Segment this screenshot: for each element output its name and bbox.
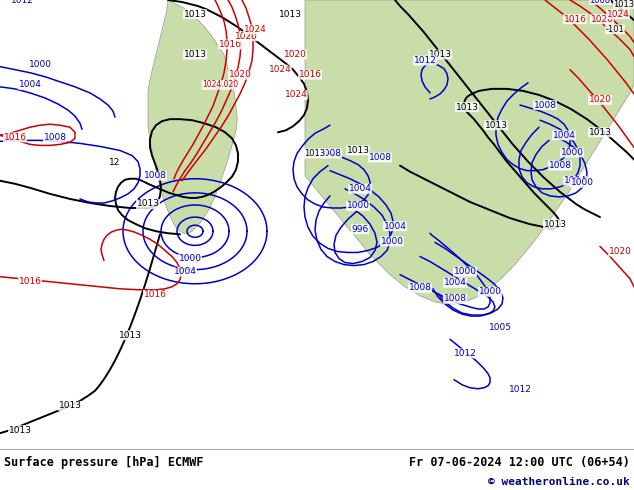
Text: 1013: 1013: [8, 426, 32, 435]
Text: 1016: 1016: [299, 70, 321, 79]
Text: 1013: 1013: [484, 121, 507, 130]
Text: 1000: 1000: [179, 254, 202, 263]
Text: 1016: 1016: [18, 277, 41, 286]
Text: 1004: 1004: [564, 176, 586, 185]
Text: 1013: 1013: [119, 331, 141, 340]
Text: 1000: 1000: [453, 267, 477, 276]
Text: 1020: 1020: [609, 247, 631, 256]
Text: 1008: 1008: [548, 161, 571, 170]
Text: 1004: 1004: [174, 267, 197, 276]
Text: 12: 12: [109, 158, 120, 167]
Text: 1024: 1024: [285, 91, 307, 99]
Text: 1008: 1008: [44, 133, 67, 142]
Text: 1012: 1012: [11, 0, 34, 4]
Text: 1020: 1020: [588, 96, 611, 104]
Text: 1008: 1008: [408, 283, 432, 293]
Text: 1000: 1000: [571, 178, 593, 187]
Polygon shape: [305, 0, 634, 304]
Text: 1008: 1008: [590, 0, 611, 4]
Text: 1013: 1013: [614, 0, 634, 8]
Text: 1013: 1013: [278, 10, 302, 19]
Text: -101: -101: [605, 25, 624, 34]
Text: 1013: 1013: [183, 10, 207, 19]
Text: Surface pressure [hPa] ECMWF: Surface pressure [hPa] ECMWF: [4, 456, 204, 469]
Text: 1013: 1013: [58, 401, 82, 411]
Text: 1008: 1008: [533, 100, 557, 110]
Text: 1013: 1013: [429, 50, 451, 59]
Text: 1012: 1012: [453, 349, 476, 358]
Text: 1013: 1013: [347, 146, 370, 155]
Text: 1012: 1012: [508, 385, 531, 394]
Text: 1012: 1012: [413, 56, 436, 65]
Text: 1020: 1020: [590, 15, 614, 24]
Text: 1024: 1024: [243, 25, 266, 34]
Polygon shape: [148, 0, 237, 233]
Text: 1016: 1016: [4, 133, 27, 142]
Text: 1024: 1024: [269, 65, 292, 74]
Text: 996: 996: [351, 225, 368, 234]
Text: 1008: 1008: [368, 153, 392, 162]
Text: 1008: 1008: [143, 171, 167, 180]
Text: 1008: 1008: [318, 149, 342, 158]
Text: 1024: 1024: [607, 10, 630, 19]
Text: 1013: 1013: [136, 199, 160, 208]
Text: 1013: 1013: [455, 102, 479, 112]
Text: 1020: 1020: [283, 50, 306, 59]
Text: 1020: 1020: [235, 32, 257, 41]
Text: 1013: 1013: [304, 149, 326, 158]
Text: 1000: 1000: [479, 287, 501, 296]
Text: 1020: 1020: [229, 70, 252, 79]
Text: 1004: 1004: [553, 131, 576, 140]
Text: 1013: 1013: [588, 128, 612, 137]
Text: 1013: 1013: [183, 50, 207, 59]
Text: 1000: 1000: [347, 201, 370, 211]
Text: 1016: 1016: [143, 291, 167, 299]
Text: 1000: 1000: [29, 60, 51, 69]
Text: 1000: 1000: [380, 237, 403, 246]
Text: 1013: 1013: [543, 220, 567, 229]
Text: 1004: 1004: [18, 80, 41, 89]
Text: 1000: 1000: [560, 148, 583, 157]
Text: 1016: 1016: [564, 15, 586, 24]
Text: © weatheronline.co.uk: © weatheronline.co.uk: [488, 477, 630, 487]
Text: 1004: 1004: [384, 221, 406, 231]
Text: 1016: 1016: [219, 40, 242, 49]
Text: 1024.020: 1024.020: [202, 80, 238, 89]
Text: 1005: 1005: [489, 323, 512, 332]
Text: 1004: 1004: [444, 278, 467, 287]
Text: 1008: 1008: [444, 294, 467, 303]
Text: Fr 07-06-2024 12:00 UTC (06+54): Fr 07-06-2024 12:00 UTC (06+54): [409, 456, 630, 469]
Text: 1004: 1004: [349, 184, 372, 194]
